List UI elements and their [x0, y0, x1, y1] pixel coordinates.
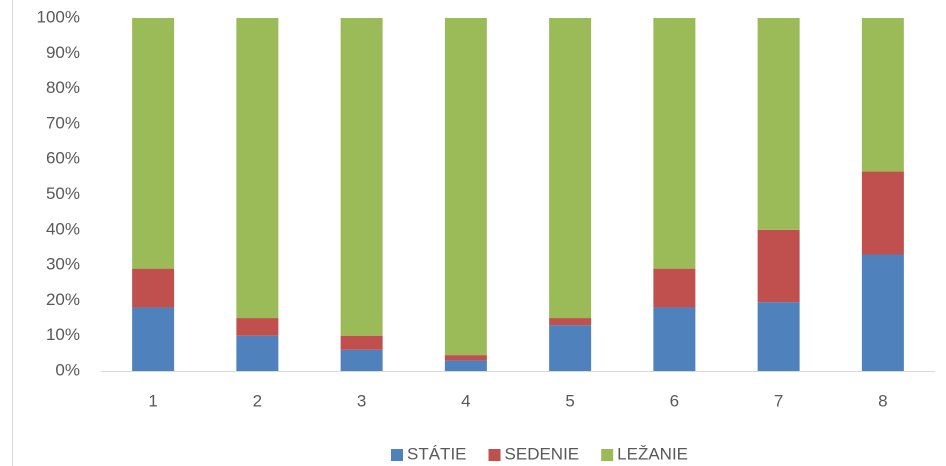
bar-segment — [132, 307, 175, 371]
y-tick-label: 50% — [46, 184, 80, 203]
legend-label: SEDENIE — [505, 444, 580, 463]
bar-segment — [236, 318, 279, 336]
legend-swatch — [488, 449, 501, 461]
y-tick-label: 60% — [46, 149, 80, 168]
x-tick-label: 2 — [253, 391, 262, 410]
y-tick-label: 20% — [46, 290, 80, 309]
bar-segment — [444, 355, 487, 361]
bar-segment — [236, 335, 279, 371]
y-tick-label: 40% — [46, 219, 80, 238]
legend-label: STÁTIE — [407, 444, 467, 463]
bar-segment — [757, 229, 800, 303]
bar-segment — [132, 18, 175, 269]
bar-segment — [549, 318, 592, 326]
y-tick-label: 100% — [37, 7, 80, 26]
bar-segment — [653, 18, 696, 269]
bar-segment — [861, 171, 904, 255]
x-tick-label: 6 — [670, 391, 679, 410]
y-tick-label: 10% — [46, 325, 80, 344]
bar-segment — [236, 18, 279, 319]
x-tick-label: 3 — [357, 391, 366, 410]
bar-segment — [653, 307, 696, 371]
x-tick-label: 5 — [565, 391, 574, 410]
legend-swatch — [391, 449, 403, 461]
x-tick-label: 4 — [461, 391, 470, 410]
x-tick-label: 7 — [774, 391, 783, 410]
bar-segment — [340, 349, 383, 371]
bar-segment — [444, 18, 487, 356]
x-tick-label: 1 — [148, 391, 157, 410]
bar-segment — [861, 254, 904, 371]
legend-label: LEŽANIE — [617, 444, 688, 463]
bar-segment — [653, 268, 696, 308]
bar-segment — [757, 18, 800, 230]
x-tick-label: 8 — [878, 391, 887, 410]
y-tick-label: 70% — [46, 113, 80, 132]
bar-segment — [861, 18, 904, 172]
y-tick-label: 90% — [46, 43, 80, 62]
legend-swatch — [601, 449, 614, 461]
bar-segment — [340, 335, 383, 350]
bar-segment — [549, 18, 592, 319]
bar-segment — [444, 360, 487, 371]
bar-segment — [132, 268, 175, 308]
bar-segment — [549, 325, 592, 371]
bar-segment — [757, 302, 800, 371]
y-tick-label: 80% — [46, 78, 80, 97]
y-tick-label: 0% — [55, 360, 80, 379]
y-tick-label: 30% — [46, 255, 80, 274]
bar-segment — [340, 18, 383, 336]
